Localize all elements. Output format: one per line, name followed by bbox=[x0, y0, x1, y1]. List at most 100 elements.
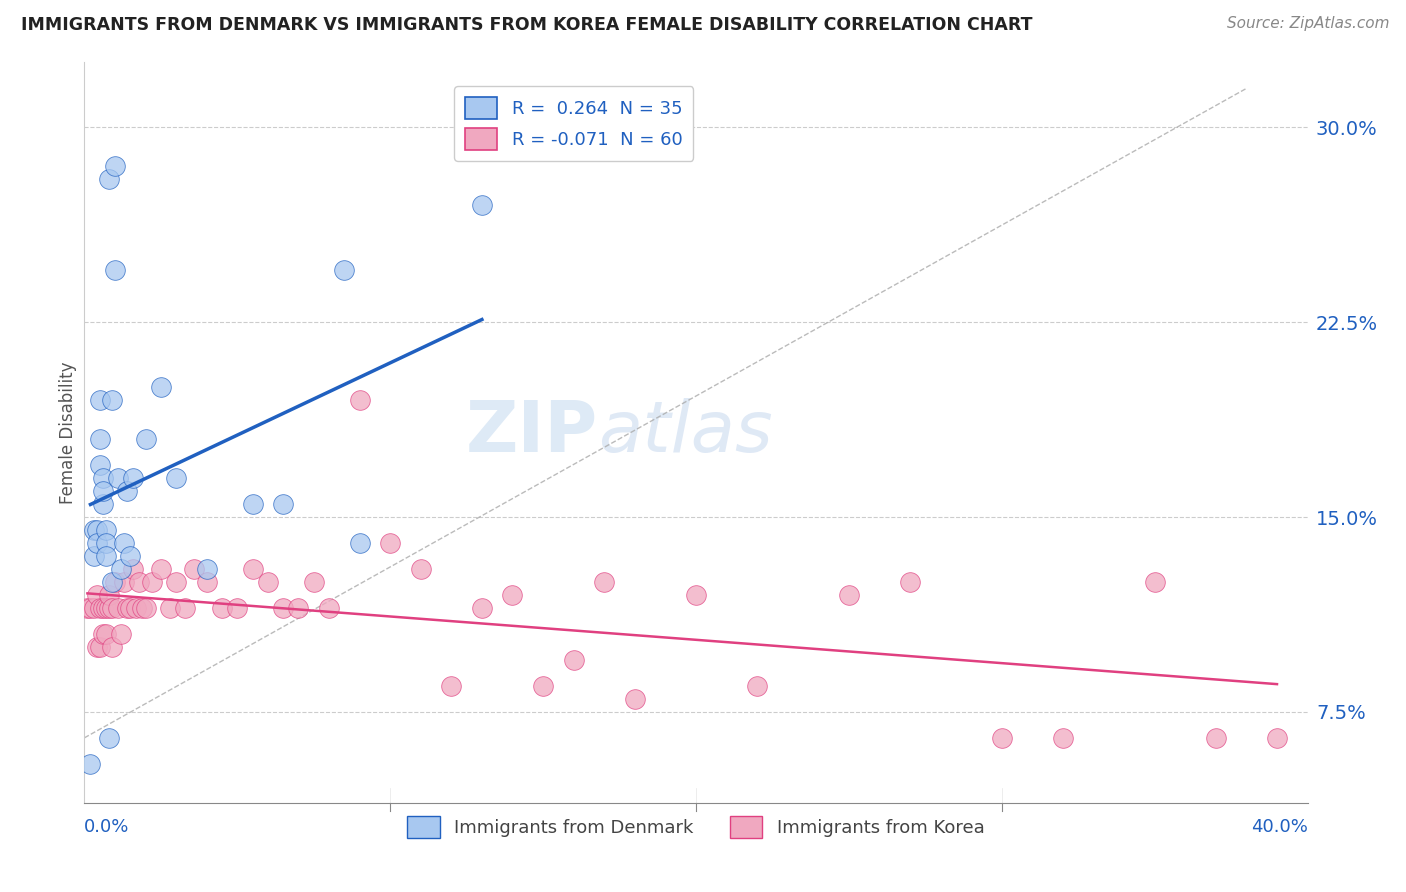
Point bbox=[838, 588, 860, 602]
Point bbox=[141, 574, 163, 589]
Point bbox=[83, 601, 105, 615]
Point bbox=[135, 432, 157, 446]
Point bbox=[89, 432, 111, 446]
Point bbox=[349, 536, 371, 550]
Point bbox=[115, 484, 138, 499]
Point bbox=[747, 679, 769, 693]
Point bbox=[226, 601, 249, 615]
Point bbox=[112, 536, 135, 550]
Text: ZIP: ZIP bbox=[465, 398, 598, 467]
Point bbox=[562, 653, 585, 667]
Point bbox=[97, 588, 120, 602]
Point bbox=[1265, 731, 1288, 745]
Point bbox=[991, 731, 1014, 745]
Point bbox=[898, 574, 921, 589]
Point bbox=[97, 601, 120, 615]
Point bbox=[86, 640, 108, 654]
Point bbox=[624, 692, 647, 706]
Text: atlas: atlas bbox=[598, 398, 773, 467]
Point bbox=[89, 601, 111, 615]
Point bbox=[104, 574, 127, 589]
Point bbox=[122, 562, 145, 576]
Point bbox=[502, 588, 524, 602]
Point bbox=[91, 484, 114, 499]
Point bbox=[593, 574, 616, 589]
Point bbox=[125, 601, 148, 615]
Point bbox=[120, 549, 142, 563]
Point bbox=[409, 562, 432, 576]
Point bbox=[165, 471, 187, 485]
Point bbox=[195, 562, 218, 576]
Point bbox=[91, 627, 114, 641]
Point bbox=[302, 574, 325, 589]
Point bbox=[86, 523, 108, 537]
Point bbox=[685, 588, 707, 602]
Point bbox=[89, 640, 111, 654]
Point bbox=[1205, 731, 1227, 745]
Text: IMMIGRANTS FROM DENMARK VS IMMIGRANTS FROM KOREA FEMALE DISABILITY CORRELATION C: IMMIGRANTS FROM DENMARK VS IMMIGRANTS FR… bbox=[21, 16, 1032, 34]
Point bbox=[107, 601, 129, 615]
Point bbox=[165, 574, 187, 589]
Point bbox=[242, 497, 264, 511]
Point bbox=[174, 601, 197, 615]
Point bbox=[110, 627, 132, 641]
Point bbox=[380, 536, 402, 550]
Point bbox=[89, 393, 111, 408]
Point bbox=[257, 574, 280, 589]
Point bbox=[104, 159, 127, 173]
Point bbox=[128, 574, 150, 589]
Point bbox=[1143, 574, 1166, 589]
Point bbox=[91, 497, 114, 511]
Point bbox=[86, 536, 108, 550]
Point bbox=[89, 458, 111, 472]
Point bbox=[115, 601, 138, 615]
Point bbox=[83, 523, 105, 537]
Point bbox=[531, 679, 554, 693]
Point bbox=[101, 574, 124, 589]
Point bbox=[94, 627, 117, 641]
Point bbox=[94, 549, 117, 563]
Point bbox=[94, 601, 117, 615]
Point bbox=[349, 393, 371, 408]
Point bbox=[79, 601, 101, 615]
Point bbox=[242, 562, 264, 576]
Point bbox=[120, 601, 142, 615]
Point bbox=[122, 471, 145, 485]
Point bbox=[287, 601, 309, 615]
Point bbox=[91, 601, 114, 615]
Point bbox=[107, 471, 129, 485]
Point bbox=[94, 536, 117, 550]
Point bbox=[76, 601, 98, 615]
Point bbox=[271, 497, 294, 511]
Point bbox=[149, 562, 172, 576]
Point bbox=[1052, 731, 1074, 745]
Text: Source: ZipAtlas.com: Source: ZipAtlas.com bbox=[1226, 16, 1389, 31]
Point bbox=[440, 679, 463, 693]
Point bbox=[97, 172, 120, 186]
Point bbox=[149, 380, 172, 394]
Point bbox=[91, 471, 114, 485]
Point bbox=[195, 574, 218, 589]
Text: 40.0%: 40.0% bbox=[1251, 818, 1308, 837]
Point bbox=[318, 601, 340, 615]
Point bbox=[83, 549, 105, 563]
Point bbox=[471, 601, 494, 615]
Point bbox=[86, 588, 108, 602]
Point bbox=[101, 601, 124, 615]
Point bbox=[94, 523, 117, 537]
Point bbox=[271, 601, 294, 615]
Point bbox=[97, 731, 120, 745]
Text: 0.0%: 0.0% bbox=[84, 818, 129, 837]
Point bbox=[471, 198, 494, 212]
Point bbox=[135, 601, 157, 615]
Point bbox=[101, 393, 124, 408]
Point bbox=[104, 263, 127, 277]
Point bbox=[112, 574, 135, 589]
Point bbox=[131, 601, 153, 615]
Point bbox=[333, 263, 356, 277]
Point bbox=[101, 640, 124, 654]
Point bbox=[110, 562, 132, 576]
Point bbox=[183, 562, 205, 576]
Legend: Immigrants from Denmark, Immigrants from Korea: Immigrants from Denmark, Immigrants from… bbox=[401, 809, 991, 846]
Point bbox=[211, 601, 233, 615]
